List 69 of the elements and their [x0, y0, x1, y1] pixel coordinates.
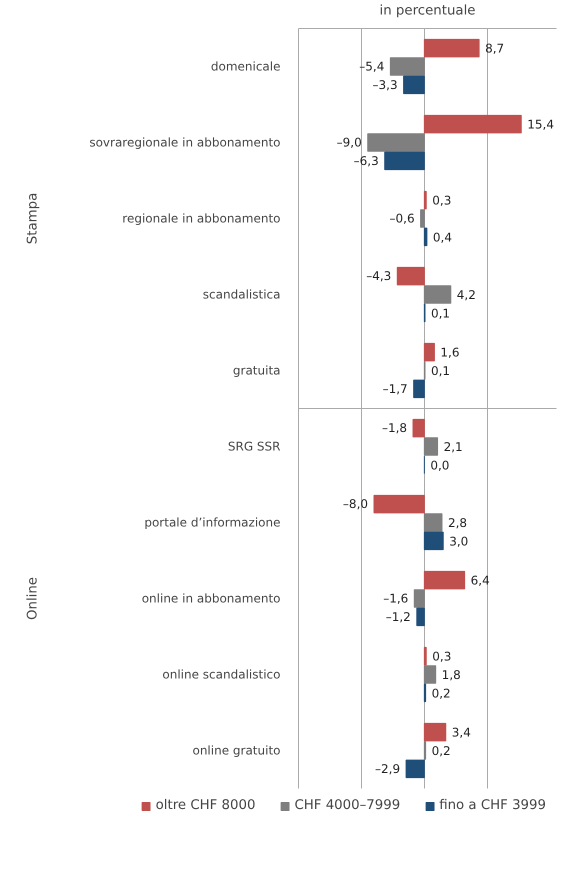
y-tick-label: SRG SSR — [228, 440, 280, 454]
bar — [424, 722, 446, 742]
bar — [406, 760, 425, 778]
data-label: –2,9 — [375, 762, 400, 776]
data-label: –1,6 — [383, 592, 408, 606]
y-tick-label: gratuita — [232, 364, 280, 378]
bar — [424, 532, 444, 550]
y-tick-label: scandalistica — [202, 288, 281, 302]
data-label: 15,4 — [527, 118, 554, 132]
data-label: 2,1 — [444, 440, 463, 454]
data-label: 0,3 — [432, 650, 452, 664]
bar — [424, 342, 435, 362]
text: Online — [26, 576, 40, 620]
bar — [424, 513, 442, 532]
data-label: 0,2 — [432, 686, 451, 700]
data-label: 1,8 — [442, 668, 461, 682]
bar — [412, 418, 425, 438]
legend-label: fino a CHF 3999 — [439, 798, 546, 813]
data-label: –0,6 — [389, 212, 415, 226]
bar — [403, 76, 425, 94]
data-label: 6,4 — [470, 574, 490, 588]
y-tick-label: online gratuito — [192, 744, 280, 758]
bar — [367, 133, 425, 152]
data-label: 1,6 — [440, 346, 460, 360]
bar — [424, 665, 436, 684]
data-label: 3,4 — [452, 726, 471, 740]
text: Stampa — [26, 192, 40, 244]
bar — [420, 209, 425, 228]
bar — [424, 570, 466, 590]
data-label: –1,8 — [382, 421, 408, 436]
legend-label: CHF 4000–7999 — [294, 798, 400, 813]
data-label: 3,0 — [449, 534, 468, 548]
bar — [424, 285, 452, 304]
data-label: 0,1 — [430, 306, 450, 320]
data-label: 8,7 — [485, 42, 504, 56]
y-tick-label: online in abbonamento — [142, 592, 281, 606]
bar — [384, 152, 425, 170]
data-label: 0,4 — [432, 230, 452, 244]
data-label: 0,1 — [430, 364, 450, 378]
bar — [424, 38, 480, 58]
data-label: –8,0 — [342, 497, 368, 512]
bar — [413, 380, 425, 398]
bar — [390, 57, 425, 76]
y-tick-label: online scandalistico — [162, 668, 281, 682]
data-label: –6,3 — [354, 154, 379, 168]
data-label: 4,2 — [456, 288, 476, 302]
y-tick-label: domenicale — [210, 60, 280, 74]
bar — [424, 437, 438, 456]
x-axis-title: in percentuale — [380, 4, 476, 18]
data-label: 0,3 — [432, 194, 452, 208]
data-label: 2,8 — [448, 516, 468, 530]
data-label: –1,7 — [382, 382, 408, 396]
data-label: –9,0 — [336, 136, 362, 150]
data-label: 0,0 — [430, 458, 450, 472]
bar — [424, 114, 522, 134]
data-label: 0,2 — [432, 744, 451, 758]
y-tick-label: sovraregionale in abbonamento — [89, 136, 280, 150]
bar — [424, 228, 428, 246]
data-label: –3,3 — [372, 78, 398, 92]
bar — [414, 589, 425, 608]
bar — [374, 494, 425, 514]
bar — [416, 608, 425, 626]
y-tick-label: regionale in abbonamento — [122, 212, 280, 226]
y-tick-label: portale d’informazione — [144, 516, 281, 530]
bar — [396, 266, 425, 286]
legend-label: oltre CHF 8000 — [156, 798, 256, 813]
data-label: –5,4 — [359, 60, 384, 74]
data-label: –4,3 — [366, 269, 392, 284]
data-label: –1,2 — [386, 610, 411, 624]
